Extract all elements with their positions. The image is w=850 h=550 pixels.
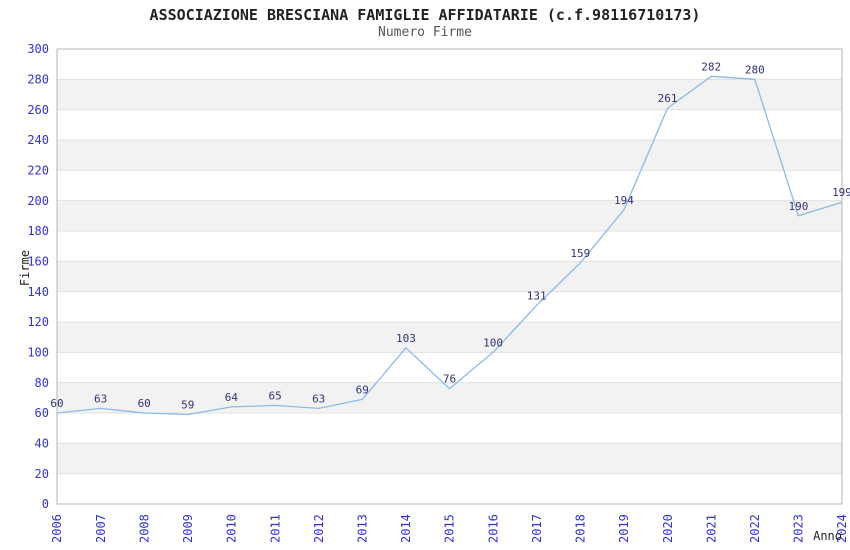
y-tick-label: 220 <box>27 164 49 178</box>
band <box>57 140 842 171</box>
y-tick-label: 60 <box>35 406 49 420</box>
band <box>57 261 842 292</box>
x-tick-label: 2006 <box>50 514 64 543</box>
y-tick-label: 160 <box>27 255 49 269</box>
band <box>57 79 842 110</box>
y-tick-label: 100 <box>27 346 49 360</box>
y-tick-label: 20 <box>35 467 49 481</box>
chart-title: ASSOCIAZIONE BRESCIANA FAMIGLIE AFFIDATA… <box>149 6 701 24</box>
line-series <box>56 75 843 416</box>
data-label: 63 <box>94 392 107 405</box>
y-tick-label: 280 <box>27 73 49 87</box>
y-tick-label: 120 <box>27 315 49 329</box>
data-label: 69 <box>356 383 369 396</box>
y-axis-title: Firme <box>18 249 32 287</box>
data-label: 194 <box>614 194 634 207</box>
x-tick-label: 2023 <box>792 514 806 543</box>
y-tick-label: 80 <box>35 376 49 390</box>
x-tick-label: 2007 <box>94 514 108 543</box>
y-tick-label: 180 <box>27 224 49 238</box>
data-label: 64 <box>225 391 239 404</box>
x-tick-label: 2010 <box>225 514 239 543</box>
y-tick-label: 140 <box>27 285 49 299</box>
x-axis-title: Anno <box>813 529 842 543</box>
band <box>57 322 842 353</box>
data-label: 131 <box>527 289 547 302</box>
data-label: 280 <box>745 63 765 76</box>
data-label: 190 <box>788 200 808 213</box>
x-tick-label: 2016 <box>486 514 500 543</box>
data-label: 65 <box>268 389 281 402</box>
data-label: 60 <box>50 397 63 410</box>
x-tick-label: 2019 <box>617 514 631 543</box>
y-tick-label: 300 <box>27 42 49 56</box>
x-tick-label: 2012 <box>312 514 326 543</box>
data-label: 63 <box>312 392 325 405</box>
x-tick-label: 2013 <box>356 514 370 543</box>
y-tick-label: 0 <box>42 497 49 511</box>
data-label: 282 <box>701 60 721 73</box>
data-label: 261 <box>658 92 678 105</box>
x-tick-label: 2020 <box>661 514 675 543</box>
chart-subtitle: Numero Firme <box>378 25 472 40</box>
y-tick-label: 260 <box>27 103 49 117</box>
x-tick-label: 2024 <box>835 514 849 543</box>
data-label: 159 <box>570 247 590 260</box>
x-tick-label: 2011 <box>268 514 282 543</box>
data-label: 59 <box>181 399 194 412</box>
x-tick-label: 2021 <box>704 514 718 543</box>
y-tick-label: 40 <box>35 437 49 451</box>
x-tick-label: 2017 <box>530 514 544 543</box>
x-tick-label: 2015 <box>443 514 457 543</box>
x-tick-label: 2014 <box>399 514 413 543</box>
band <box>57 200 842 231</box>
y-tick-label: 240 <box>27 133 49 147</box>
x-tick-label: 2009 <box>181 514 195 543</box>
x-tick-label: 2022 <box>748 514 762 543</box>
band <box>57 443 842 474</box>
data-label: 60 <box>138 397 151 410</box>
data-label: 199 <box>832 186 850 199</box>
y-tick-label: 200 <box>27 194 49 208</box>
x-tick-label: 2008 <box>137 514 151 543</box>
x-tick-label: 2018 <box>574 514 588 543</box>
data-label: 100 <box>483 336 503 349</box>
band <box>57 382 842 413</box>
data-label: 103 <box>396 332 416 345</box>
plot-border <box>56 48 843 505</box>
data-label: 76 <box>443 373 456 386</box>
